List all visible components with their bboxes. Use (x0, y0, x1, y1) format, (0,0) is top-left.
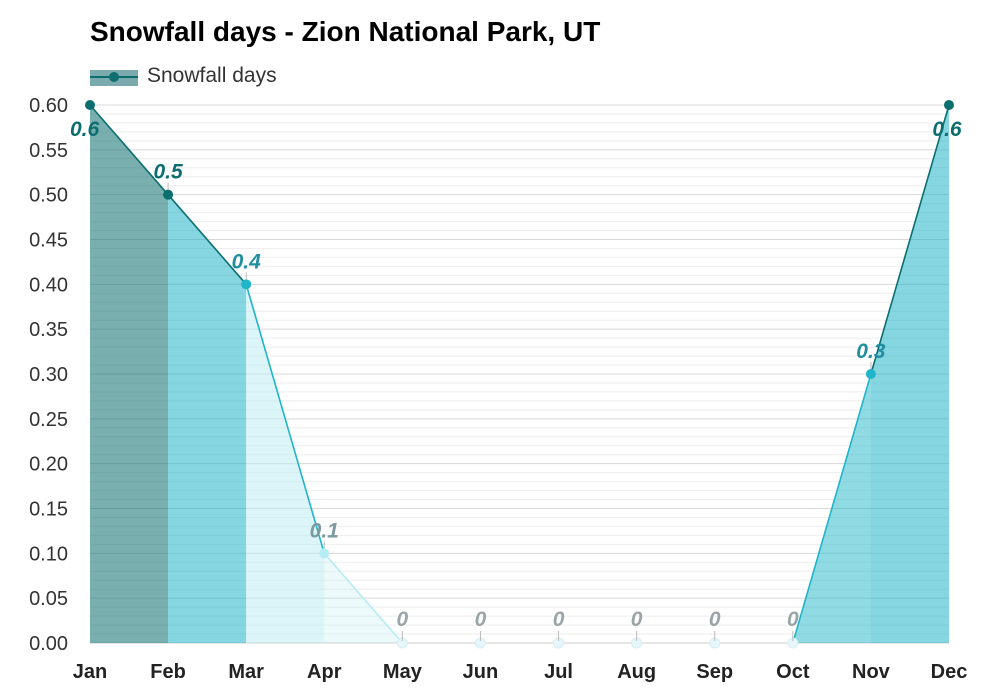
y-axis-ticks: 0.00 0.05 0.10 0.15 0.20 0.25 0.30 0.35 0.40 0.45… (29, 95, 68, 655)
legend-label: Snowfall days (147, 64, 277, 87)
data-points (85, 100, 954, 649)
data-label: 0 (397, 608, 409, 631)
data-point (85, 100, 95, 110)
series-line-segment (323, 552, 403, 644)
series-lines (89, 104, 950, 644)
x-tick-label: Sep (696, 661, 733, 683)
data-label: 0.6 (70, 118, 100, 141)
x-tick-label: Apr (307, 661, 342, 683)
y-tick-label: 0.40 (29, 274, 68, 296)
y-tick-label: 0.60 (29, 95, 68, 117)
y-tick-label: 0.45 (29, 230, 68, 252)
y-tick-label: 0.20 (29, 454, 68, 476)
x-tick-label: May (383, 661, 423, 683)
data-label: 0.1 (310, 519, 339, 542)
x-tick-label: Dec (931, 661, 968, 683)
area-segment (246, 284, 325, 643)
y-tick-label: 0.25 (29, 409, 68, 431)
x-tick-label: Mar (228, 661, 264, 683)
x-axis-ticks: Jan Feb Mar Apr May Jun Jul Aug Sep Oct Nov Dec (73, 661, 968, 683)
data-point (319, 548, 330, 559)
y-tick-label: 0.10 (29, 543, 68, 565)
legend: Snowfall days (90, 64, 277, 87)
x-tick-label: Nov (852, 661, 891, 683)
data-label: 0.3 (856, 340, 886, 363)
series-line-segment (792, 373, 872, 644)
data-label: 0.4 (232, 250, 262, 273)
series-line-segment (245, 284, 326, 554)
x-tick-label: Jan (73, 661, 107, 683)
y-tick-label: 0.35 (29, 319, 68, 341)
x-tick-label: Oct (776, 661, 810, 683)
data-point (944, 100, 954, 110)
area-segment (870, 105, 949, 643)
series-line-segment (870, 104, 950, 375)
area-segment (168, 194, 247, 643)
series-line-segment (167, 194, 247, 285)
y-tick-label: 0.50 (29, 185, 68, 207)
data-labels: 0.6 0.5 0.4 0.1 0 0 0 0 0 0 0.3 0.6 (70, 118, 962, 641)
series-line-segment (89, 104, 169, 196)
x-tick-label: Aug (617, 661, 656, 683)
x-tick-label: Jun (463, 661, 499, 683)
area-segment (90, 105, 169, 643)
data-point (163, 189, 174, 200)
x-tick-label: Jul (544, 661, 573, 683)
data-point (241, 279, 252, 290)
data-label: 0.6 (932, 118, 962, 141)
x-tick-label: Feb (150, 661, 186, 683)
data-label: 0 (631, 608, 643, 631)
legend-marker (109, 72, 119, 82)
y-tick-label: 0.30 (29, 364, 68, 386)
data-label: 0 (787, 608, 799, 631)
chart-title: Snowfall days - Zion National Park, UT (90, 16, 600, 47)
data-point (865, 369, 876, 379)
y-tick-label: 0.05 (29, 588, 68, 610)
y-tick-label: 0.00 (29, 633, 68, 655)
data-label: 0 (475, 608, 487, 631)
y-tick-label: 0.55 (29, 140, 68, 162)
data-label: 0 (709, 608, 721, 631)
data-label: 0 (553, 608, 565, 631)
data-label: 0.5 (153, 161, 183, 184)
y-tick-label: 0.15 (29, 499, 68, 521)
